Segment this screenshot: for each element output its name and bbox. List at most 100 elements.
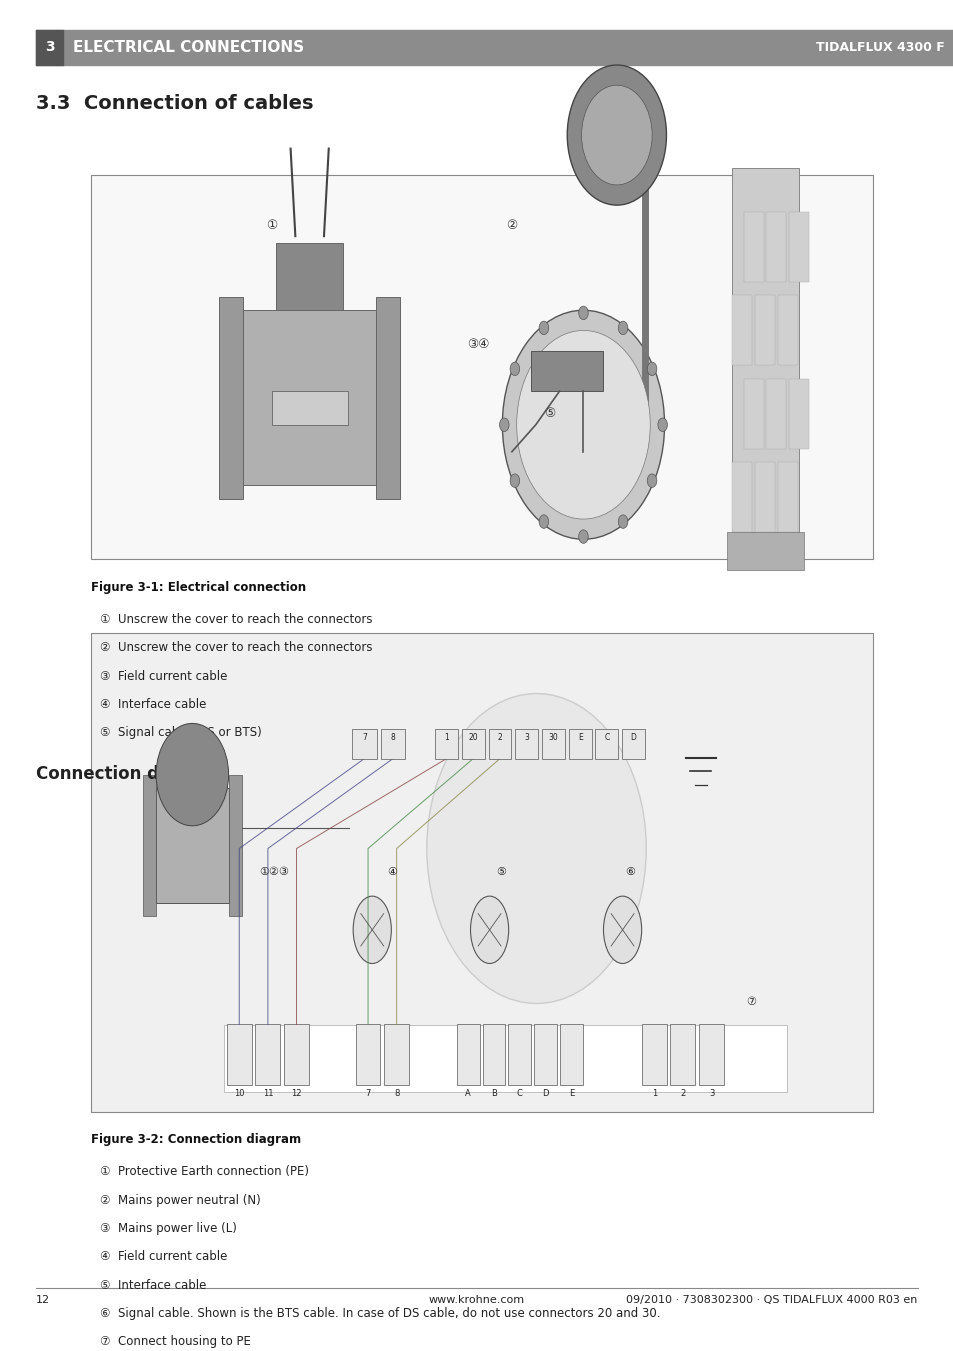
Bar [777,462,797,532]
Bar [91,634,872,1112]
Bar [380,730,405,758]
Bar [731,169,798,532]
Text: Connection diagram: Connection diagram [36,765,224,784]
Bar [508,1024,531,1085]
Bar [541,730,564,758]
Text: ①  Protective Earth connection (PE): ① Protective Earth connection (PE) [100,1166,309,1178]
Bar [276,243,343,311]
Circle shape [517,331,650,519]
Bar [91,176,872,559]
Text: 11: 11 [262,1089,273,1098]
Bar [156,788,229,902]
Bar [754,462,774,532]
Text: A: A [465,1089,471,1098]
Bar [788,378,808,449]
Bar [754,295,774,365]
Text: 1: 1 [651,1089,657,1098]
Bar [765,378,785,449]
Bar [229,774,242,916]
Bar [223,1025,786,1093]
Text: ⑦: ⑦ [746,997,756,1006]
Circle shape [538,515,548,528]
Bar [742,378,762,449]
Circle shape [618,322,627,335]
Text: 3: 3 [708,1089,714,1098]
Text: ③  Mains power live (L): ③ Mains power live (L) [100,1223,236,1235]
Bar [482,1024,505,1085]
Bar [435,730,457,758]
Bar [36,30,953,65]
Text: Figure 3-2: Connection diagram: Figure 3-2: Connection diagram [91,1133,300,1146]
Bar [461,730,484,758]
Text: ⑥  Signal cable. Shown is the BTS cable. In case of DS cable, do not use connect: ⑥ Signal cable. Shown is the BTS cable. … [100,1306,660,1320]
Bar [788,212,808,281]
Bar [699,1024,723,1085]
Bar [272,392,348,424]
Bar [559,1024,582,1085]
Circle shape [646,474,656,488]
Bar [488,730,511,758]
Text: ①②③: ①②③ [259,867,289,877]
Circle shape [578,530,588,543]
Text: C: C [517,1089,522,1098]
Text: ②  Unscrew the cover to reach the connectors: ② Unscrew the cover to reach the connect… [100,642,373,654]
Text: ④  Field current cable: ④ Field current cable [100,1251,228,1263]
Bar [742,212,762,281]
Bar [376,297,400,499]
Text: E: E [578,734,582,742]
Text: D: D [541,1089,548,1098]
Text: ④: ④ [386,867,396,877]
Circle shape [510,362,519,376]
Circle shape [426,693,645,1004]
Circle shape [538,322,548,335]
Text: 3: 3 [524,734,529,742]
Text: 2: 2 [497,734,502,742]
Text: 1: 1 [444,734,449,742]
Bar [384,1024,409,1085]
Text: ⑤  Interface cable: ⑤ Interface cable [100,1278,207,1292]
Text: 10: 10 [233,1089,244,1098]
Circle shape [581,85,652,185]
Bar [352,730,376,758]
Bar [731,295,751,365]
Text: E: E [568,1089,574,1098]
Text: 09/2010 · 7308302300 · QS TIDALFLUX 4000 R03 en: 09/2010 · 7308302300 · QS TIDALFLUX 4000… [626,1294,917,1305]
Bar [515,730,537,758]
Circle shape [502,311,664,539]
Text: ④  Interface cable: ④ Interface cable [100,698,207,711]
Text: 3: 3 [45,41,54,54]
Text: ③  Field current cable: ③ Field current cable [100,670,228,682]
Bar [641,1024,666,1085]
Text: 3.3  Connection of cables: 3.3 Connection of cables [36,95,314,113]
Text: ②: ② [506,219,517,231]
Circle shape [578,307,588,320]
Bar [36,30,63,65]
Bar [670,1024,695,1085]
Text: 12: 12 [36,1294,51,1305]
Text: 30: 30 [548,734,558,742]
Text: 8: 8 [394,1089,399,1098]
Bar [595,730,618,758]
Bar [568,730,591,758]
Bar [531,351,602,390]
Text: D: D [630,734,636,742]
Circle shape [618,515,627,528]
Text: 12: 12 [291,1089,301,1098]
Text: B: B [491,1089,497,1098]
Bar [284,1024,309,1085]
Text: 8: 8 [391,734,395,742]
Text: ①  Unscrew the cover to reach the connectors: ① Unscrew the cover to reach the connect… [100,613,373,626]
Text: C: C [603,734,609,742]
Circle shape [567,65,666,205]
Text: ⑥: ⑥ [625,867,635,877]
Text: ③④: ③④ [467,338,489,351]
Bar [355,1024,380,1085]
Text: ⑤  Signal cable (DS or BTS): ⑤ Signal cable (DS or BTS) [100,727,262,739]
Ellipse shape [470,896,508,963]
Text: 7: 7 [361,734,367,742]
Text: ①: ① [266,219,276,231]
Circle shape [510,474,519,488]
Text: 20: 20 [468,734,477,742]
Bar [243,311,376,485]
Text: ②  Mains power neutral (N): ② Mains power neutral (N) [100,1194,261,1206]
